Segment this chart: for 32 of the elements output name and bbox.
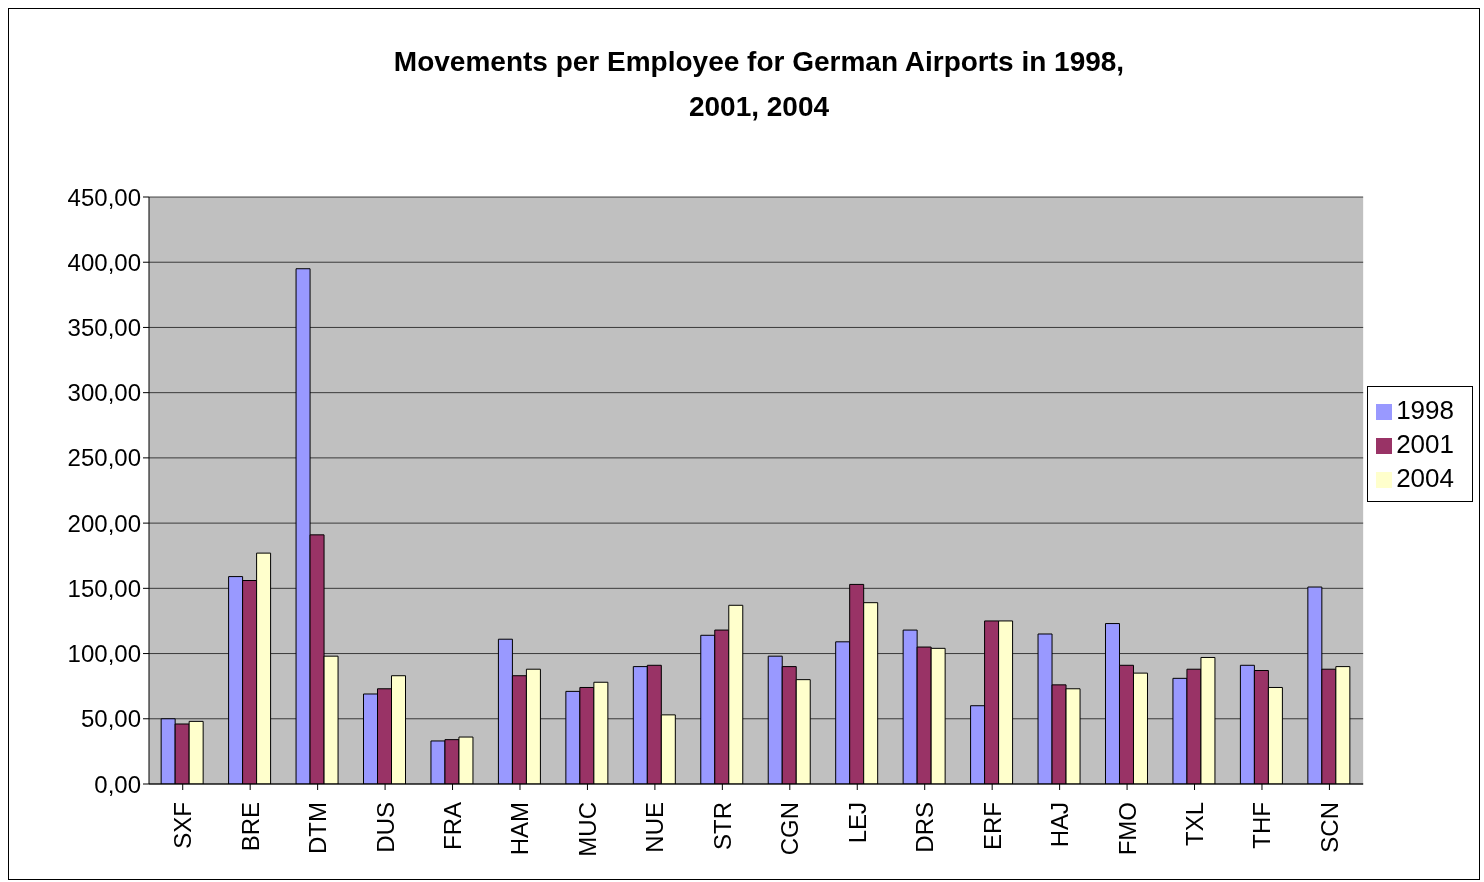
legend-label: 1998 [1396,395,1454,425]
x-tick-label: SXF [169,802,197,849]
chart-title: Movements per Employee for German Airports in 1998, 2001, 2004 [392,45,1126,124]
y-tick-label: 50,00 [80,705,141,733]
x-tick-label: DUS [371,802,399,853]
y-tick-label: 200,00 [67,509,141,537]
y-tick-label: 0,00 [94,770,141,798]
x-tick-label: SCN [1315,802,1343,853]
y-tick-label: 450,00 [67,183,141,211]
x-tick-label: DRS [911,802,939,853]
legend-label: 2001 [1396,429,1454,459]
y-tick-label: 350,00 [67,313,141,341]
x-tick-label: HAJ [1046,802,1074,848]
y-tick-label: 100,00 [67,640,141,668]
x-tick-label: TXL [1181,802,1209,847]
x-tick-label: LEJ [843,802,871,844]
x-tick-label: MUC [573,802,601,857]
y-tick-label: 400,00 [67,248,141,276]
x-tick-label: STR [708,802,736,850]
x-tick-label: FMO [1113,802,1141,856]
x-tick-label: DTM [304,802,332,854]
x-tick-label: ERF [978,802,1006,850]
legend-label: 2004 [1396,463,1454,493]
x-tick-label: BRE [236,802,264,852]
x-tick-label: THF [1248,802,1276,849]
x-tick-label: HAM [506,802,534,856]
x-tick-label: FRA [439,802,467,850]
y-tick-label: 250,00 [67,444,141,472]
y-tick-label: 300,00 [67,379,141,407]
x-tick-label: CGN [776,802,804,856]
y-tick-label: 150,00 [67,574,141,602]
x-tick-label: NUE [641,802,669,853]
